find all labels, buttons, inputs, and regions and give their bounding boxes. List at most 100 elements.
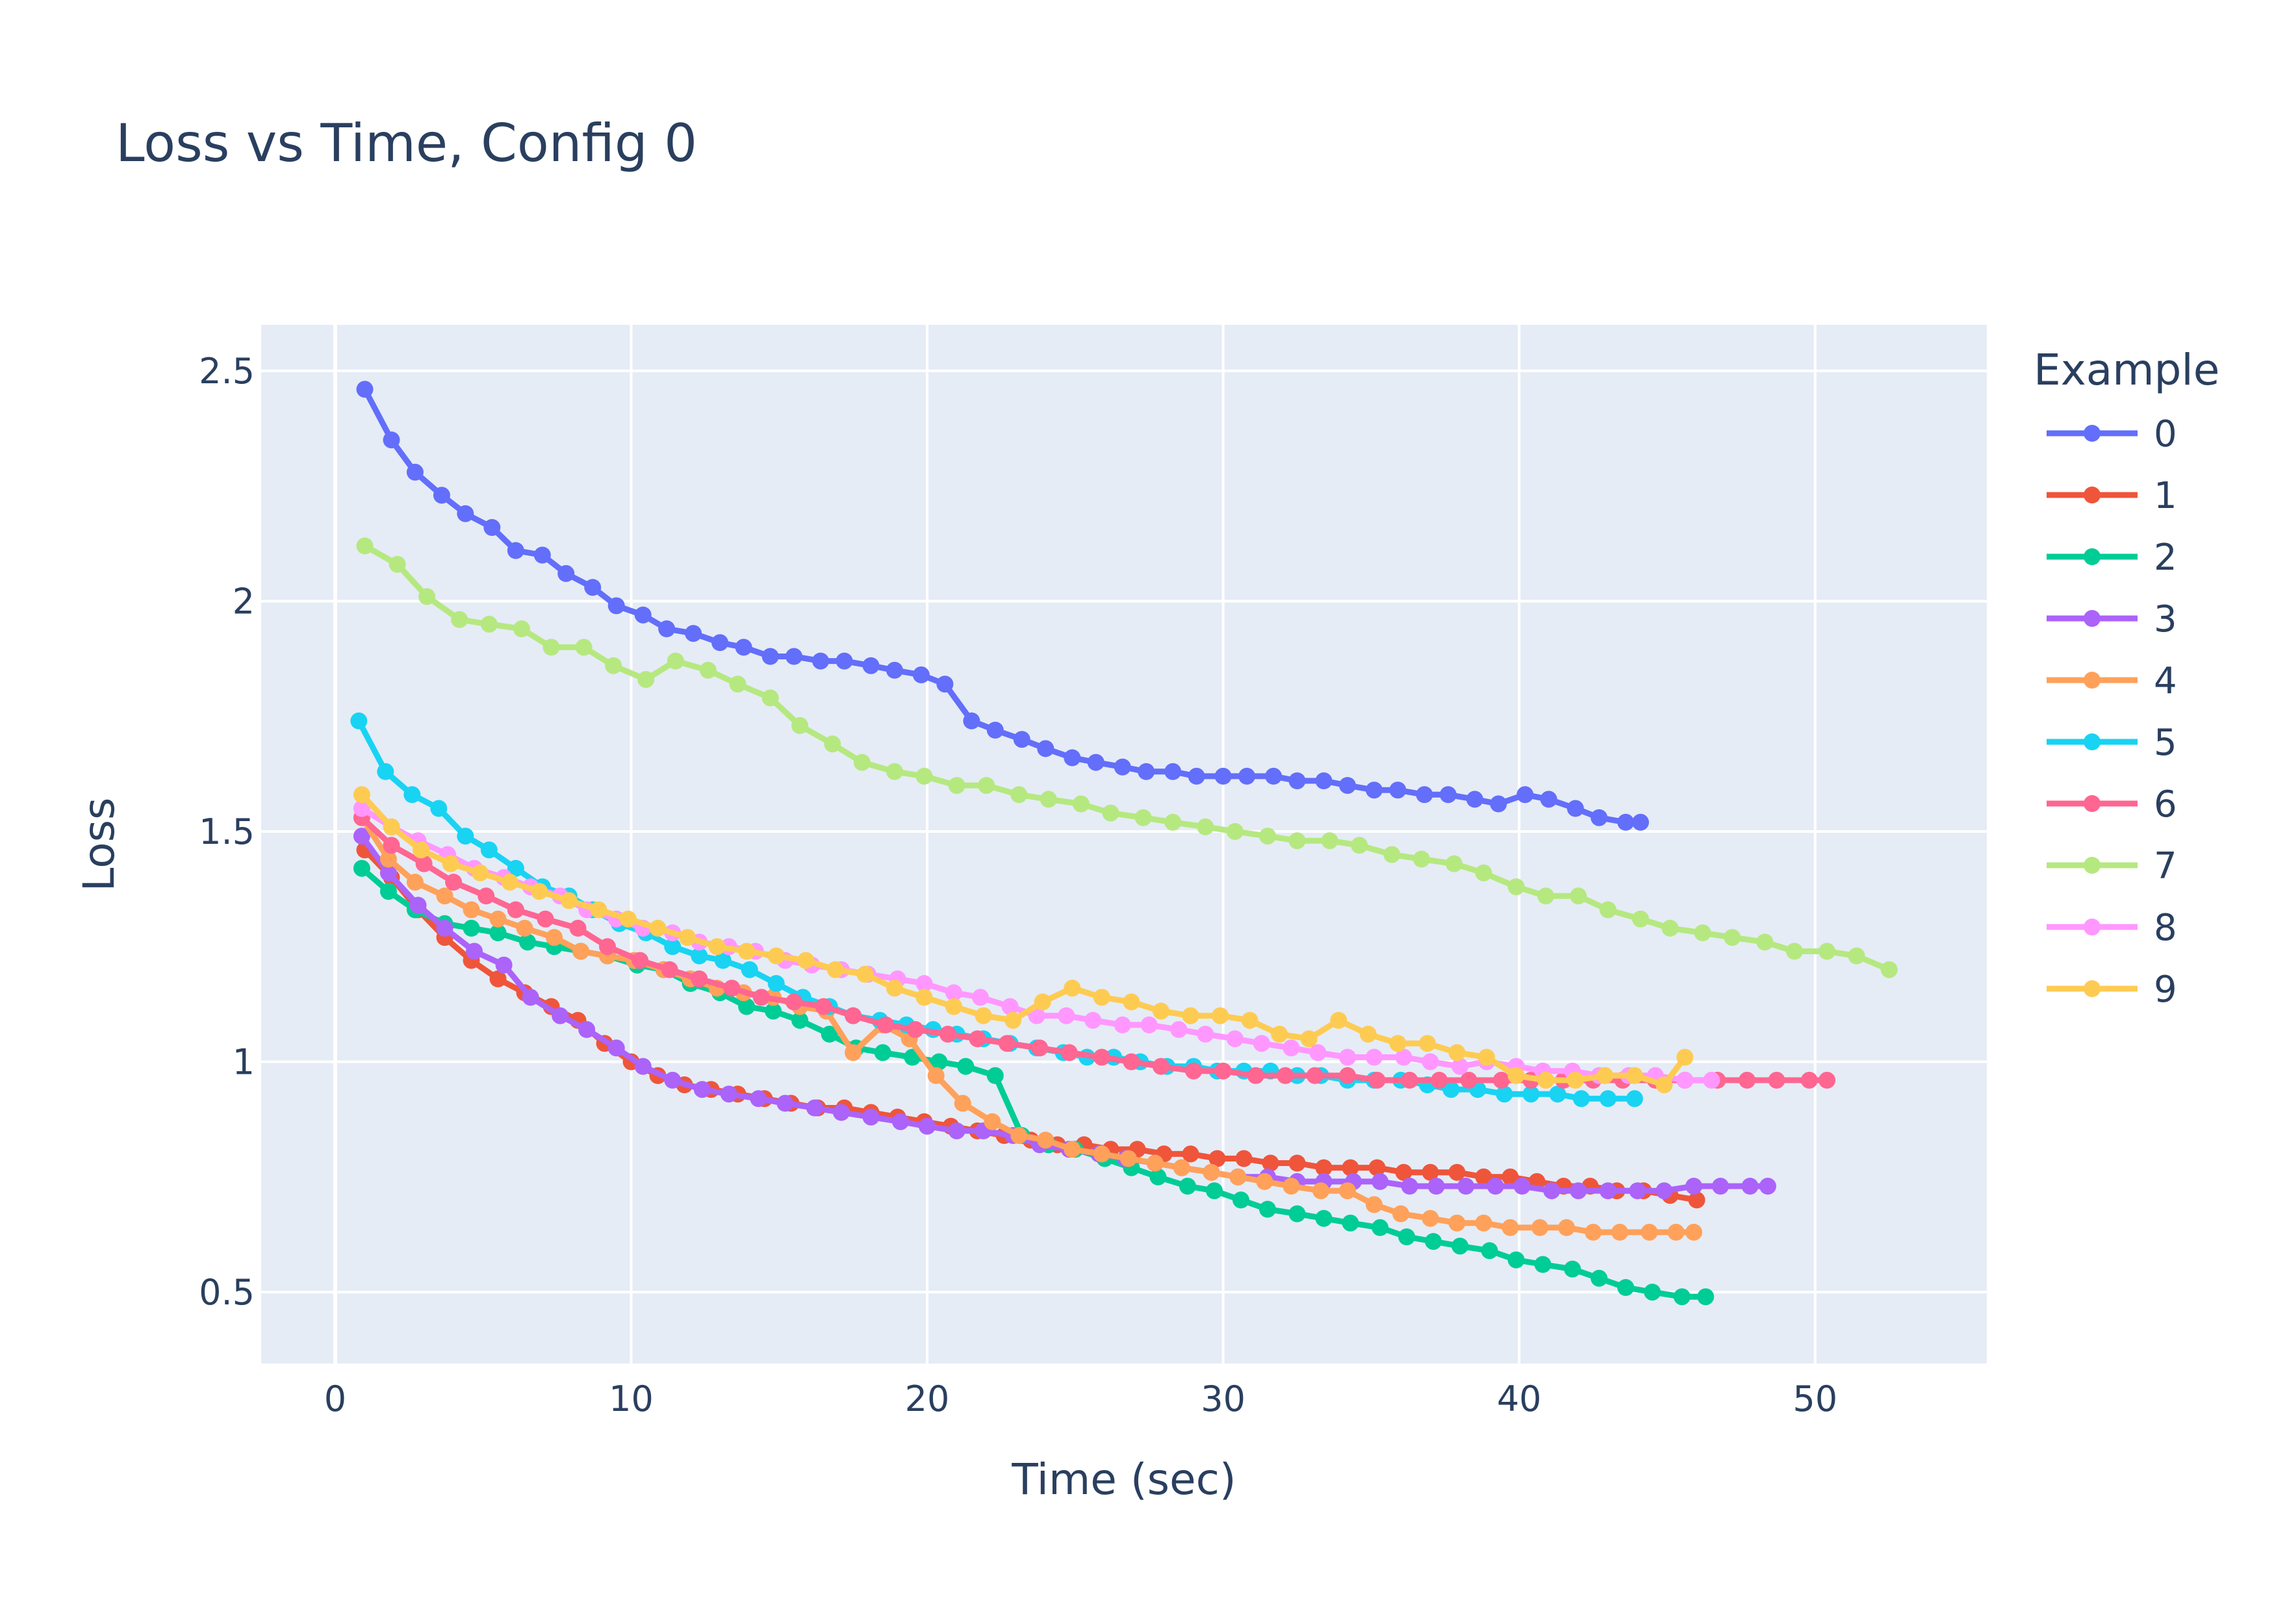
legend-label: 3 <box>2154 598 2177 641</box>
data-point <box>919 1117 936 1135</box>
data-point <box>1206 1182 1223 1200</box>
data-point <box>806 1099 823 1117</box>
legend-item-9[interactable]: 9 <box>2047 969 2177 1011</box>
y-axis-title: Loss <box>74 798 124 892</box>
data-point <box>1212 1007 1229 1024</box>
data-point <box>1188 767 1205 785</box>
data-point <box>1591 1269 1608 1287</box>
data-point <box>1179 1178 1196 1195</box>
data-point <box>693 1081 711 1098</box>
legend-label: 6 <box>2154 783 2177 826</box>
legend-item-4[interactable]: 4 <box>2047 660 2177 702</box>
data-point <box>1368 1159 1386 1176</box>
data-point <box>1756 933 1774 951</box>
data-point <box>1564 1260 1581 1278</box>
data-point <box>1632 910 1649 928</box>
data-point <box>1238 767 1256 785</box>
x-tick-label: 40 <box>1497 1378 1542 1419</box>
legend-item-3[interactable]: 3 <box>2047 598 2177 641</box>
data-point <box>383 431 400 449</box>
legend: Example 0 1 2 3 4 5 6 7 8 9 <box>2034 345 2219 1011</box>
data-point <box>1412 850 1430 868</box>
data-point <box>522 989 539 1006</box>
legend-item-0[interactable]: 0 <box>2047 413 2177 455</box>
data-point <box>1058 1007 1075 1024</box>
data-point <box>1478 1048 1496 1066</box>
data-point <box>1531 1219 1549 1236</box>
legend-marker <box>2084 425 2101 442</box>
data-point <box>415 855 433 872</box>
data-point <box>1591 809 1608 826</box>
data-point <box>1262 1154 1279 1172</box>
data-point <box>445 874 463 891</box>
data-point <box>1203 1163 1220 1181</box>
data-point <box>383 837 400 854</box>
data-point <box>1685 1178 1702 1195</box>
y-tick-label: 1.5 <box>199 811 255 852</box>
data-point <box>607 1039 625 1057</box>
data-point <box>403 786 421 804</box>
data-point <box>1741 1178 1759 1195</box>
data-point <box>986 1067 1004 1084</box>
data-point <box>1226 823 1244 840</box>
data-point <box>767 947 785 965</box>
data-point <box>1226 1030 1244 1048</box>
data-point <box>948 1122 965 1139</box>
legend-marker <box>2084 980 2101 997</box>
data-point <box>853 754 871 771</box>
data-point <box>711 634 729 652</box>
data-point <box>1507 1067 1525 1084</box>
data-point <box>569 919 587 937</box>
data-point <box>761 689 779 707</box>
data-point <box>1060 1044 1078 1061</box>
legend-item-8[interactable]: 8 <box>2047 907 2177 949</box>
data-point <box>1688 1191 1706 1209</box>
data-point <box>1644 1284 1661 1301</box>
data-point <box>1093 989 1110 1006</box>
x-tick-label: 50 <box>1793 1378 1837 1419</box>
data-point <box>1214 1062 1232 1080</box>
legend-item-6[interactable]: 6 <box>2047 783 2177 826</box>
data-point <box>1372 1173 1389 1190</box>
data-point <box>750 1090 767 1108</box>
plot-area <box>261 325 1987 1364</box>
data-point <box>1164 763 1182 780</box>
data-point <box>1724 929 1741 946</box>
data-point <box>1641 1223 1658 1241</box>
data-point <box>1570 1182 1587 1200</box>
data-point <box>1425 1233 1442 1250</box>
data-point <box>1170 1021 1188 1038</box>
data-point <box>984 1113 1001 1130</box>
data-point <box>1626 1067 1643 1084</box>
data-point <box>972 989 989 1006</box>
data-point <box>605 657 622 674</box>
data-point <box>1439 786 1457 804</box>
data-point <box>957 1058 975 1075</box>
legend-label: 9 <box>2154 969 2177 1011</box>
data-point <box>1759 1178 1776 1195</box>
data-point <box>1351 837 1368 854</box>
legend-label: 1 <box>2154 475 2177 517</box>
x-tick-label: 30 <box>1201 1378 1246 1419</box>
data-point <box>930 1053 948 1071</box>
data-point <box>507 901 524 919</box>
data-point <box>463 919 480 937</box>
legend-item-7[interactable]: 7 <box>2047 845 2177 887</box>
data-point <box>1372 1219 1389 1236</box>
data-point <box>1339 1048 1356 1066</box>
legend-item-1[interactable]: 1 <box>2047 475 2177 517</box>
data-point <box>1013 731 1030 748</box>
data-point <box>1712 1178 1729 1195</box>
data-point <box>1401 1178 1418 1195</box>
series-4 <box>353 809 1702 1241</box>
data-point <box>1785 943 1803 960</box>
data-point <box>433 487 450 504</box>
data-point <box>1661 919 1679 937</box>
legend-item-2[interactable]: 2 <box>2047 537 2177 579</box>
data-point <box>489 910 507 928</box>
legend-items: 0 1 2 3 4 5 6 7 8 9 <box>2047 413 2177 1011</box>
legend-item-5[interactable]: 5 <box>2047 722 2177 764</box>
data-point <box>738 998 756 1015</box>
data-point <box>1034 993 1051 1011</box>
data-point <box>1288 772 1306 789</box>
